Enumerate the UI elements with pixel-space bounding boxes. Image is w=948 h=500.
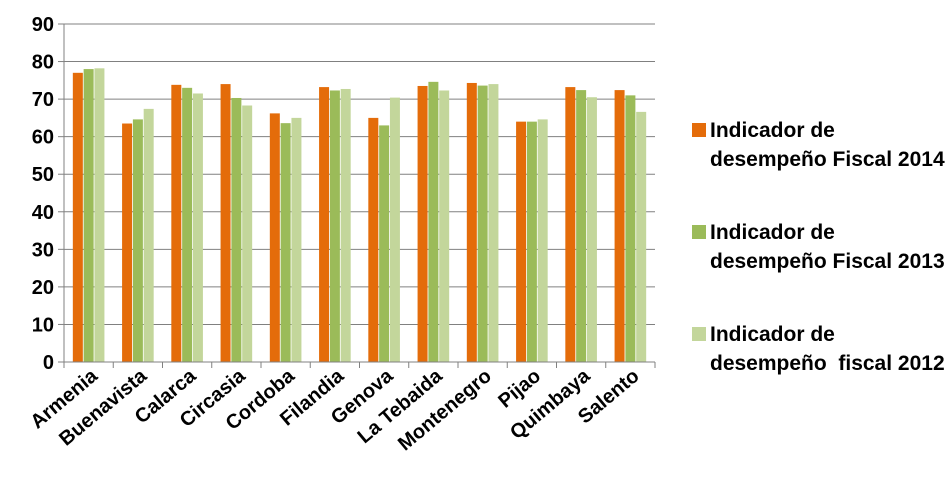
y-tick-label: 80 <box>32 52 54 74</box>
bar <box>379 125 390 363</box>
bar <box>319 87 330 362</box>
bar <box>220 84 231 362</box>
y-tick-label: 20 <box>32 277 54 299</box>
bar <box>242 105 253 362</box>
bar <box>143 108 154 362</box>
legend-label: Indicador de desempeño fiscal 2012 <box>710 323 945 375</box>
bar <box>526 121 537 362</box>
legend: Indicador de desempeño Fiscal 2014 Indica… <box>692 0 948 500</box>
bar <box>192 93 203 362</box>
y-tick-label: 70 <box>32 89 54 111</box>
bar <box>576 90 587 362</box>
bar <box>171 84 182 362</box>
bar <box>389 97 400 363</box>
bar <box>340 88 351 362</box>
legend-label: Indicador de desempeño Fiscal 2014 <box>710 119 945 171</box>
legend-swatch <box>692 123 706 137</box>
bar <box>182 87 193 362</box>
legend-swatch <box>692 225 706 239</box>
y-tick-label: 10 <box>32 314 54 336</box>
axes <box>63 24 656 368</box>
bar <box>94 68 105 362</box>
bar <box>83 69 94 362</box>
y-tick-label: 30 <box>32 239 54 261</box>
bar <box>368 117 379 362</box>
bar <box>477 85 488 362</box>
bar <box>417 85 428 362</box>
bars <box>72 68 647 363</box>
bar <box>428 81 439 362</box>
gridlines <box>64 23 655 325</box>
bar <box>231 97 242 362</box>
legend-label: Indicador de desempeño Fiscal 2013 <box>710 221 945 273</box>
bar <box>586 97 597 362</box>
y-tick-label: 90 <box>32 14 54 36</box>
y-tick-label: 0 <box>43 352 54 374</box>
bar <box>329 90 340 362</box>
x-axis-labels: ArmeniaBuenavistaCalarcaCircasiaCordobaF… <box>26 364 643 455</box>
bar <box>132 119 143 362</box>
legend-swatch <box>692 327 706 341</box>
y-axis-ticks: 0 10 20 30 40 50 60 70 80 90 <box>32 14 64 374</box>
bar <box>466 82 477 363</box>
y-tick-label: 40 <box>32 202 54 224</box>
bar <box>625 95 636 363</box>
bar <box>488 84 499 362</box>
y-tick-label: 50 <box>32 164 54 186</box>
bar <box>72 72 83 362</box>
bar <box>291 117 302 362</box>
bar <box>614 90 625 362</box>
bar <box>439 90 450 362</box>
bar <box>122 123 133 363</box>
bar <box>269 113 280 362</box>
bar <box>565 87 576 362</box>
bar <box>636 111 647 362</box>
y-tick-label: 60 <box>32 127 54 149</box>
bar <box>516 121 527 362</box>
bar <box>537 119 548 362</box>
bar <box>280 123 291 363</box>
